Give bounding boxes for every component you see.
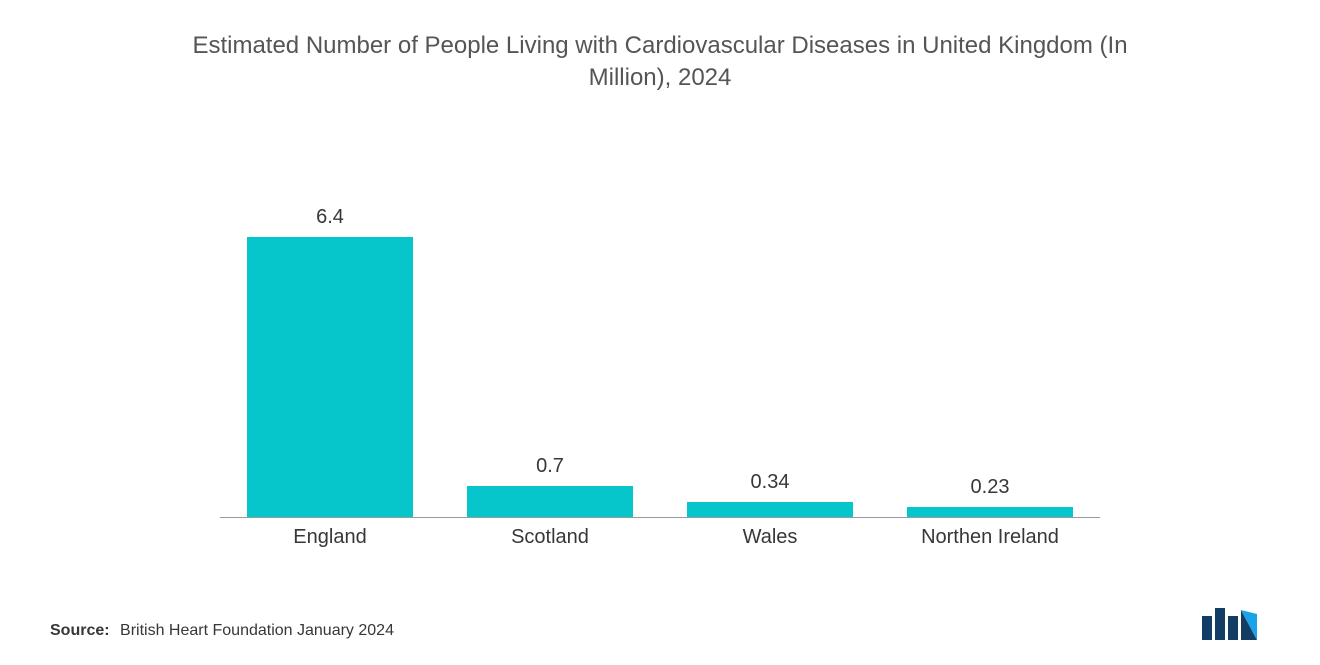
source-line: Source: British Heart Foundation January…	[50, 622, 394, 640]
category-label: England	[240, 526, 420, 549]
category-label: Scotland	[460, 526, 640, 549]
brand-logo-icon	[1202, 604, 1260, 640]
chart-container: Estimated Number of People Living with C…	[0, 0, 1320, 665]
source-label: Source:	[50, 622, 110, 639]
value-label: 0.7	[536, 455, 564, 478]
bar-scotland	[467, 486, 633, 517]
bar-england	[247, 237, 413, 517]
chart-title: Estimated Number of People Living with C…	[50, 30, 1270, 95]
chart-footer: Source: British Heart Foundation January…	[50, 604, 1270, 640]
value-label: 6.4	[316, 206, 344, 229]
plot-area: 6.4 0.7 0.34 0.23	[50, 105, 1270, 517]
category-label: Wales	[680, 526, 860, 549]
bar-group: 0.7	[460, 455, 640, 517]
bar-group: 6.4	[240, 206, 420, 517]
bar-wales	[687, 502, 853, 517]
category-label: Northen Ireland	[900, 526, 1080, 549]
bar-group: 0.34	[680, 471, 860, 517]
bar-group: 0.23	[900, 476, 1080, 517]
source-text: British Heart Foundation January 2024	[120, 622, 394, 639]
value-label: 0.23	[971, 476, 1010, 499]
category-labels-row: England Scotland Wales Northen Ireland	[50, 518, 1270, 549]
value-label: 0.34	[751, 471, 790, 494]
bar-northern-ireland	[907, 507, 1073, 517]
